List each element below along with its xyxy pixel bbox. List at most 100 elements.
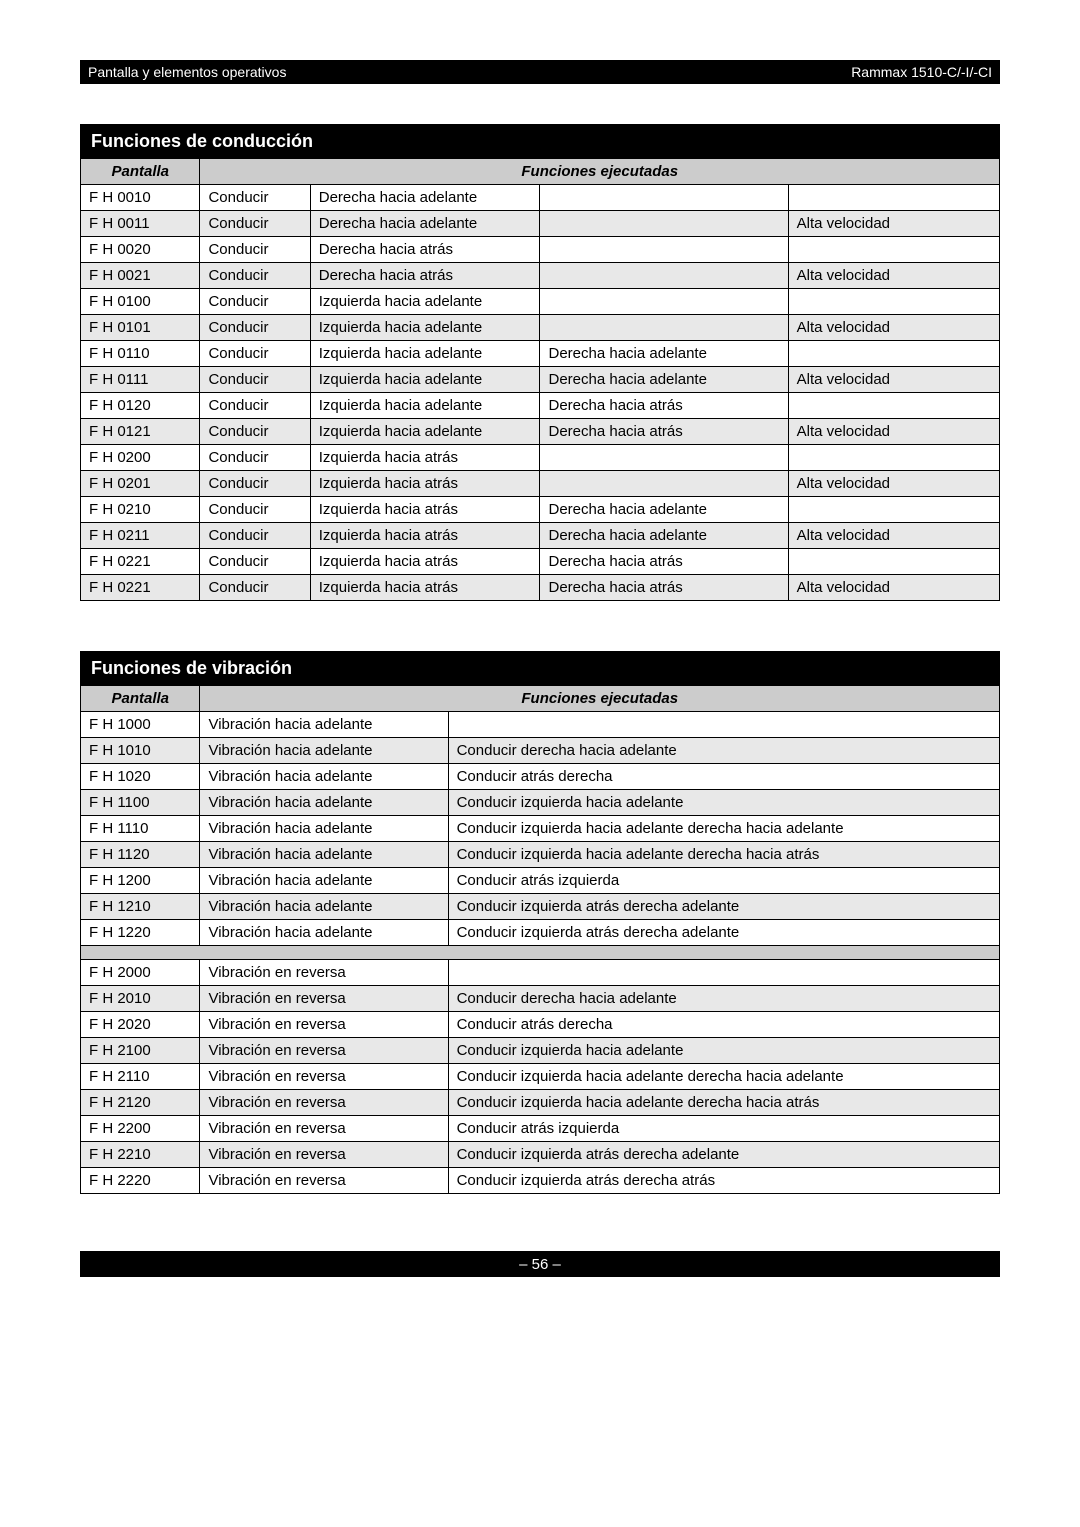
table1-subhead-funciones: Funciones ejecutadas bbox=[200, 159, 1000, 185]
table-vibration-functions: Funciones de vibración Pantalla Funcione… bbox=[80, 651, 1000, 1194]
cell bbox=[448, 960, 999, 986]
cell: Conducir bbox=[200, 393, 310, 419]
cell: Vibración en reversa bbox=[200, 1012, 448, 1038]
cell: Vibración en reversa bbox=[200, 1064, 448, 1090]
table-row: F H 0101ConducirIzquierda hacia adelante… bbox=[81, 315, 1000, 341]
cell: Derecha hacia atrás bbox=[540, 419, 788, 445]
table-row: F H 0011ConducirDerecha hacia adelanteAl… bbox=[81, 211, 1000, 237]
cell: F H 0221 bbox=[81, 549, 200, 575]
cell: Conducir izquierda hacia adelante bbox=[448, 790, 999, 816]
cell: Izquierda hacia adelante bbox=[310, 367, 540, 393]
cell bbox=[540, 185, 788, 211]
cell: Conducir bbox=[200, 367, 310, 393]
cell: Vibración en reversa bbox=[200, 986, 448, 1012]
table-row bbox=[81, 946, 1000, 960]
table-row: F H 1220Vibración hacia adelanteConducir… bbox=[81, 920, 1000, 946]
cell: Conducir izquierda hacia adelante bbox=[448, 1038, 999, 1064]
cell: Vibración en reversa bbox=[200, 1168, 448, 1194]
cell: F H 0121 bbox=[81, 419, 200, 445]
cell: Conducir bbox=[200, 497, 310, 523]
cell: F H 0011 bbox=[81, 211, 200, 237]
cell: Conducir bbox=[200, 445, 310, 471]
table-driving-functions: Funciones de conducción Pantalla Funcion… bbox=[80, 124, 1000, 601]
cell: F H 2020 bbox=[81, 1012, 200, 1038]
cell: F H 0110 bbox=[81, 341, 200, 367]
cell: Conducir bbox=[200, 549, 310, 575]
cell: Vibración hacia adelante bbox=[200, 842, 448, 868]
cell: Derecha hacia atrás bbox=[540, 393, 788, 419]
cell: Conducir izquierda atrás derecha atrás bbox=[448, 1168, 999, 1194]
cell: Conducir atrás derecha bbox=[448, 764, 999, 790]
table-row: F H 1120Vibración hacia adelanteConducir… bbox=[81, 842, 1000, 868]
cell: F H 0200 bbox=[81, 445, 200, 471]
table-row: F H 2000Vibración en reversa bbox=[81, 960, 1000, 986]
cell: Conducir izquierda atrás derecha adelant… bbox=[448, 1142, 999, 1168]
cell: F H 1210 bbox=[81, 894, 200, 920]
cell: F H 1110 bbox=[81, 816, 200, 842]
cell: Conducir bbox=[200, 263, 310, 289]
page-header: Pantalla y elementos operativos Rammax 1… bbox=[80, 60, 1000, 84]
cell: Vibración hacia adelante bbox=[200, 816, 448, 842]
table-row: F H 0121ConducirIzquierda hacia adelante… bbox=[81, 419, 1000, 445]
cell: F H 2120 bbox=[81, 1090, 200, 1116]
cell: Conducir bbox=[200, 419, 310, 445]
table-row: F H 1110Vibración hacia adelanteConducir… bbox=[81, 816, 1000, 842]
table-row: F H 2020Vibración en reversaConducir atr… bbox=[81, 1012, 1000, 1038]
cell: Conducir izquierda atrás derecha adelant… bbox=[448, 920, 999, 946]
cell: Derecha hacia atrás bbox=[310, 263, 540, 289]
cell bbox=[788, 289, 999, 315]
cell: Izquierda hacia atrás bbox=[310, 445, 540, 471]
table-row: F H 0110ConducirIzquierda hacia adelante… bbox=[81, 341, 1000, 367]
cell: Vibración hacia adelante bbox=[200, 738, 448, 764]
table-row: F H 1100Vibración hacia adelanteConducir… bbox=[81, 790, 1000, 816]
cell: Conducir derecha hacia adelante bbox=[448, 986, 999, 1012]
table-row: F H 2010Vibración en reversaConducir der… bbox=[81, 986, 1000, 1012]
cell: Alta velocidad bbox=[788, 523, 999, 549]
cell: Izquierda hacia atrás bbox=[310, 549, 540, 575]
table1-subhead-pantalla: Pantalla bbox=[81, 159, 200, 185]
cell: Izquierda hacia adelante bbox=[310, 289, 540, 315]
cell bbox=[540, 471, 788, 497]
cell: Conducir bbox=[200, 185, 310, 211]
cell: Conducir izquierda hacia adelante derech… bbox=[448, 842, 999, 868]
cell: Izquierda hacia adelante bbox=[310, 315, 540, 341]
table2-title: Funciones de vibración bbox=[81, 652, 1000, 686]
table-row: F H 0111ConducirIzquierda hacia adelante… bbox=[81, 367, 1000, 393]
cell: Conducir bbox=[200, 289, 310, 315]
cell bbox=[788, 237, 999, 263]
cell: Derecha hacia atrás bbox=[540, 575, 788, 601]
cell: F H 1120 bbox=[81, 842, 200, 868]
cell: F H 0111 bbox=[81, 367, 200, 393]
table-row: F H 0201ConducirIzquierda hacia atrásAlt… bbox=[81, 471, 1000, 497]
cell bbox=[540, 315, 788, 341]
cell: Conducir bbox=[200, 471, 310, 497]
table-row: F H 1210Vibración hacia adelanteConducir… bbox=[81, 894, 1000, 920]
cell: Derecha hacia adelante bbox=[540, 523, 788, 549]
cell: F H 2010 bbox=[81, 986, 200, 1012]
header-left: Pantalla y elementos operativos bbox=[88, 64, 286, 80]
cell: F H 0211 bbox=[81, 523, 200, 549]
cell: F H 0020 bbox=[81, 237, 200, 263]
table1-title: Funciones de conducción bbox=[81, 125, 1000, 159]
table-row: F H 2120Vibración en reversaConducir izq… bbox=[81, 1090, 1000, 1116]
cell: Alta velocidad bbox=[788, 575, 999, 601]
cell bbox=[540, 211, 788, 237]
cell: Vibración hacia adelante bbox=[200, 920, 448, 946]
cell: Alta velocidad bbox=[788, 211, 999, 237]
cell: Derecha hacia adelante bbox=[540, 497, 788, 523]
cell: F H 1220 bbox=[81, 920, 200, 946]
cell: F H 2220 bbox=[81, 1168, 200, 1194]
cell: Conducir derecha hacia adelante bbox=[448, 738, 999, 764]
cell: F H 1100 bbox=[81, 790, 200, 816]
table-row: F H 0221ConducirIzquierda hacia atrásDer… bbox=[81, 575, 1000, 601]
cell: Alta velocidad bbox=[788, 263, 999, 289]
cell bbox=[788, 341, 999, 367]
table-row: F H 0211ConducirIzquierda hacia atrásDer… bbox=[81, 523, 1000, 549]
cell: Conducir atrás derecha bbox=[448, 1012, 999, 1038]
cell: Vibración hacia adelante bbox=[200, 868, 448, 894]
cell bbox=[788, 497, 999, 523]
cell bbox=[788, 393, 999, 419]
header-right: Rammax 1510-C/-I/-CI bbox=[851, 64, 992, 80]
table2-subhead-pantalla: Pantalla bbox=[81, 686, 200, 712]
table-row: F H 1000Vibración hacia adelante bbox=[81, 712, 1000, 738]
